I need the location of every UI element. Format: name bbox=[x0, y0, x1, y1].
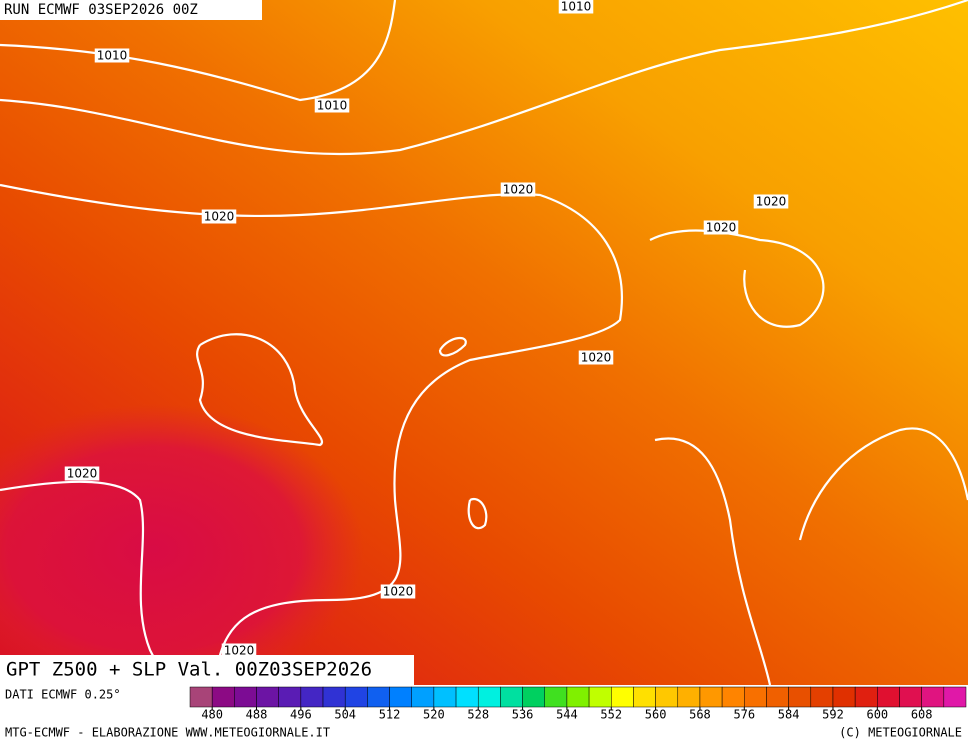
isobar-label-box bbox=[201, 209, 237, 224]
isobar-label-box bbox=[500, 182, 536, 197]
isobar-label: 1020 bbox=[581, 351, 612, 365]
colorbar-swatch bbox=[677, 686, 701, 708]
colorbar-swatch bbox=[766, 686, 789, 708]
isobar-label-box bbox=[558, 0, 594, 14]
colorbar-tick-label: 496 bbox=[290, 708, 312, 722]
isobar-label: 1020 bbox=[756, 195, 787, 209]
colorbar-tick-label: 576 bbox=[733, 708, 755, 722]
colorbar-swatch bbox=[211, 686, 235, 708]
isobars bbox=[0, 0, 968, 685]
footer-left: MTG-ECMWF - ELABORAZIONE WWW.METEOGIORNA… bbox=[5, 726, 330, 740]
colorbar-swatch bbox=[234, 686, 257, 708]
isobar-label: 1020 bbox=[67, 467, 98, 481]
colorbar-swatch bbox=[544, 686, 568, 708]
colorbar-tick-label: 528 bbox=[467, 708, 489, 722]
colorbar-tick-label: 512 bbox=[379, 708, 401, 722]
colorbar-swatch bbox=[278, 686, 302, 708]
map-title: GPT Z500 + SLP Val. 00Z03SEP2026 bbox=[6, 659, 372, 681]
colorbar-swatch bbox=[300, 686, 324, 708]
isobar-label-box bbox=[221, 643, 257, 658]
colorbar-swatch bbox=[433, 686, 457, 708]
colorbar-swatch bbox=[854, 686, 878, 708]
colorbar-swatch bbox=[455, 686, 479, 708]
colorbar-tick-label: 600 bbox=[866, 708, 888, 722]
isobar-label: 1020 bbox=[224, 644, 255, 658]
isobar-label: 1010 bbox=[317, 99, 348, 113]
colorbar-tick-label: 520 bbox=[423, 708, 445, 722]
isobar-label-box bbox=[314, 98, 350, 113]
isobar bbox=[438, 337, 467, 357]
run-label-box bbox=[0, 0, 262, 20]
data-source: DATI ECMWF 0.25° bbox=[5, 688, 121, 702]
colorbar-swatch bbox=[411, 686, 435, 708]
colorbar-swatch bbox=[788, 686, 812, 708]
colorbar: 480 488 496 504 512 520 528 536 544 552 560 568 576 5… bbox=[189, 686, 967, 722]
colorbar-swatch bbox=[699, 686, 723, 708]
colorbar-tick-label: 592 bbox=[822, 708, 844, 722]
isobar-label-box bbox=[753, 194, 789, 209]
colorbar-swatch bbox=[566, 686, 590, 708]
isobar-label-box bbox=[578, 350, 614, 365]
colorbar-swatch bbox=[633, 686, 656, 708]
colorbar-swatch bbox=[611, 686, 634, 708]
colorbar-tick-label: 584 bbox=[778, 708, 800, 722]
colorbar-tick-label: 536 bbox=[512, 708, 534, 722]
colorbar-tick-label: 544 bbox=[556, 708, 578, 722]
colorbar-tick-label: 568 bbox=[689, 708, 711, 722]
colorbar-swatch bbox=[344, 686, 368, 708]
isobar bbox=[0, 0, 397, 102]
colorbar-swatch bbox=[655, 686, 679, 708]
isobar bbox=[196, 333, 324, 447]
isobar bbox=[654, 437, 772, 686]
colorbar-swatch bbox=[899, 686, 922, 708]
isobar bbox=[0, 0, 968, 156]
footer-right: (C) METEOGIORNALE bbox=[839, 726, 962, 740]
colorbar-swatch bbox=[588, 686, 612, 708]
colorbar-swatch bbox=[500, 686, 523, 708]
isobar bbox=[467, 497, 488, 530]
colorbar-swatch bbox=[189, 686, 213, 708]
run-label: RUN ECMWF 03SEP2026 00Z bbox=[4, 2, 198, 18]
isobar-label: 1010 bbox=[561, 0, 592, 14]
colorbar-swatch bbox=[877, 686, 900, 708]
colorbar-swatch bbox=[810, 686, 834, 708]
map: 1010 1010 1010 1020 1020 1020 1020 1020 … bbox=[0, 0, 968, 686]
isobar bbox=[0, 183, 623, 686]
isobar-labels: 1010 1010 1010 1020 1020 1020 1020 1020 … bbox=[64, 0, 789, 658]
colorbar-swatch bbox=[256, 686, 279, 708]
colorbar-swatch bbox=[367, 686, 390, 708]
colorbar-swatch bbox=[522, 686, 545, 708]
colorbar-swatch bbox=[744, 686, 767, 708]
colorbar-swatch bbox=[921, 686, 945, 708]
map-title-box bbox=[0, 655, 414, 685]
isobar bbox=[798, 427, 968, 541]
colorbar-swatch bbox=[389, 686, 412, 708]
colorbar-swatch bbox=[477, 686, 501, 708]
isobar-label: 1020 bbox=[383, 585, 414, 599]
isobar-label-box bbox=[380, 584, 416, 599]
isobar-label-box bbox=[64, 466, 100, 481]
isobar-label: 1020 bbox=[204, 210, 235, 224]
colorbar-tick-label: 560 bbox=[645, 708, 667, 722]
isobar-label: 1020 bbox=[503, 183, 534, 197]
map-shading bbox=[0, 200, 700, 685]
isobar-label: 1020 bbox=[706, 221, 737, 235]
isobar-label-box bbox=[94, 48, 130, 63]
colorbar-tick-label: 504 bbox=[334, 708, 356, 722]
colorbar-swatch bbox=[943, 686, 967, 708]
isobar-label: 1010 bbox=[97, 49, 128, 63]
colorbar-tick-label: 488 bbox=[246, 708, 268, 722]
colorbar-swatch bbox=[721, 686, 745, 708]
isobar-label-box bbox=[703, 220, 739, 235]
colorbar-tick-label: 552 bbox=[600, 708, 622, 722]
colorbar-tick-label: 480 bbox=[201, 708, 223, 722]
colorbar-tick-label: 608 bbox=[911, 708, 933, 722]
colorbar-swatch bbox=[322, 686, 346, 708]
colorbar-swatch bbox=[832, 686, 856, 708]
